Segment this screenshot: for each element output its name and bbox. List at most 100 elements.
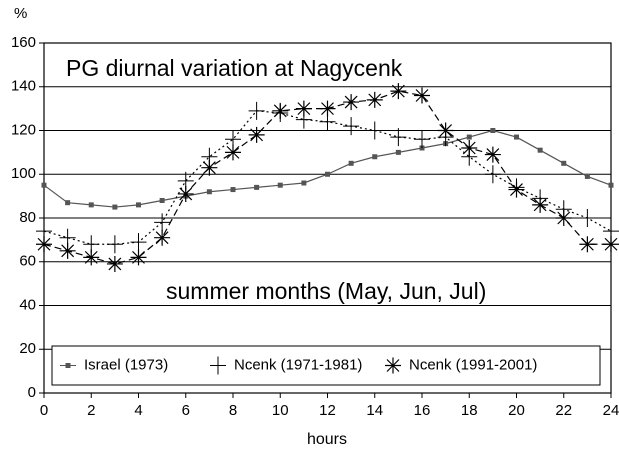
marker-shape xyxy=(579,209,596,227)
marker-shape xyxy=(366,91,383,108)
marker-shape xyxy=(372,154,378,160)
marker xyxy=(514,134,519,140)
marker xyxy=(295,100,312,117)
marker xyxy=(537,147,543,153)
marker xyxy=(414,87,430,104)
marker xyxy=(390,83,407,100)
y-axis-label: % xyxy=(14,5,27,22)
marker xyxy=(372,154,378,160)
x-tick-label: 0 xyxy=(40,402,48,419)
marker-shape xyxy=(366,121,383,140)
marker-shape xyxy=(254,184,260,190)
legend-label: Israel (1973) xyxy=(84,356,168,373)
marker-shape xyxy=(88,202,94,208)
marker xyxy=(532,196,549,213)
marker-shape xyxy=(159,198,165,203)
marker-shape xyxy=(154,229,171,246)
x-tick-label: 16 xyxy=(414,402,431,419)
marker xyxy=(490,128,496,133)
marker xyxy=(88,202,94,208)
marker-shape xyxy=(59,242,76,259)
marker-shape xyxy=(130,249,147,266)
marker xyxy=(561,160,567,166)
marker xyxy=(366,91,383,108)
marker xyxy=(348,160,354,166)
marker xyxy=(555,210,572,226)
marker xyxy=(106,255,123,272)
marker xyxy=(579,209,596,227)
marker xyxy=(41,182,47,188)
y-tick-label: 120 xyxy=(11,121,36,138)
marker xyxy=(254,184,260,190)
marker-shape xyxy=(390,83,407,100)
marker xyxy=(65,200,71,206)
marker-shape xyxy=(130,233,147,252)
marker-shape xyxy=(514,134,519,140)
marker xyxy=(579,236,596,253)
marker xyxy=(277,182,283,188)
marker xyxy=(390,128,407,147)
marker xyxy=(466,134,472,140)
marker-shape xyxy=(414,87,430,104)
marker-shape xyxy=(414,130,430,149)
x-tick-label: 14 xyxy=(366,402,383,419)
marker-shape xyxy=(272,102,289,119)
y-tick-label: 0 xyxy=(28,384,36,401)
marker-shape xyxy=(154,213,171,232)
marker-shape xyxy=(65,363,71,368)
marker xyxy=(136,202,141,208)
y-tick-label: 140 xyxy=(11,78,36,95)
y-tick-label: 160 xyxy=(11,34,36,51)
marker-shape xyxy=(206,189,212,195)
marker xyxy=(154,229,171,246)
y-tick-label: 60 xyxy=(19,253,36,270)
marker xyxy=(608,182,614,188)
marker-shape xyxy=(395,149,401,155)
x-tick-label: 20 xyxy=(508,402,525,419)
marker-shape xyxy=(555,210,572,226)
annotation: summer months (May, Jun, Jul) xyxy=(166,278,486,304)
marker xyxy=(301,180,307,186)
x-tick-label: 22 xyxy=(555,402,572,419)
marker xyxy=(159,198,165,203)
marker-shape xyxy=(225,144,241,161)
marker-shape xyxy=(484,165,501,184)
marker-shape xyxy=(106,255,123,272)
marker-shape xyxy=(343,117,360,136)
marker xyxy=(130,233,147,252)
marker xyxy=(484,165,501,184)
marker xyxy=(65,363,71,368)
legend-box xyxy=(51,345,601,386)
marker-shape xyxy=(537,147,543,153)
marker-shape xyxy=(490,128,496,133)
marker xyxy=(210,356,226,375)
marker-shape xyxy=(106,235,123,254)
marker-shape xyxy=(508,181,525,198)
legend-label: Ncenk (1991-2001) xyxy=(409,356,537,373)
marker-shape xyxy=(466,134,472,140)
marker-shape xyxy=(603,236,619,253)
marker xyxy=(225,144,241,161)
marker-shape xyxy=(277,182,283,188)
marker-shape xyxy=(248,101,265,120)
x-tick-label: 6 xyxy=(182,402,190,419)
marker xyxy=(130,249,147,266)
marker xyxy=(248,101,265,120)
y-tick-label: 100 xyxy=(11,165,36,182)
marker xyxy=(484,146,501,163)
marker xyxy=(177,185,194,202)
marker xyxy=(83,249,100,266)
marker xyxy=(414,130,430,149)
x-tick-label: 24 xyxy=(603,402,619,419)
marker xyxy=(154,213,171,232)
marker xyxy=(385,357,401,374)
marker-shape xyxy=(343,94,360,111)
marker xyxy=(230,187,236,193)
marker-shape xyxy=(561,160,567,166)
marker xyxy=(508,181,525,198)
chart-title: PG diurnal variation at Nagycenk xyxy=(66,55,403,81)
marker-shape xyxy=(112,204,118,210)
marker xyxy=(248,126,265,143)
marker-shape xyxy=(532,196,549,213)
marker xyxy=(461,140,478,156)
